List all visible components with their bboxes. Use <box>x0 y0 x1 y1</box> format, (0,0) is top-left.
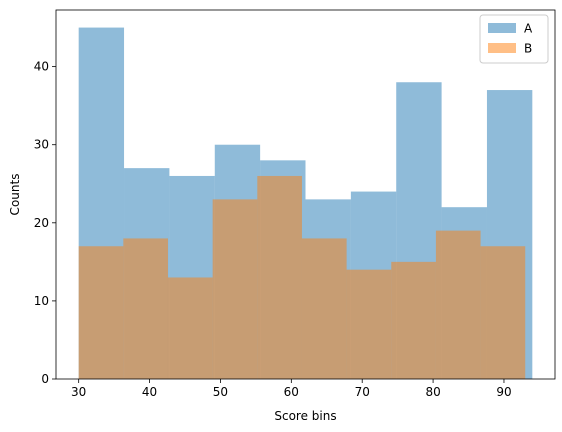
x-tick-label: 70 <box>355 385 370 399</box>
plot-frame <box>55 9 556 380</box>
y-tick-label: 0 <box>41 372 49 386</box>
bar-B-7 <box>391 261 436 379</box>
bar-B-5 <box>301 238 347 379</box>
x-tick-label: 50 <box>213 385 228 399</box>
bar-B-0 <box>78 246 124 379</box>
legend-swatch-B <box>488 43 516 53</box>
bar-B-1 <box>123 238 168 379</box>
bars-layer <box>78 27 533 380</box>
bar-B-4 <box>257 175 302 379</box>
bar-B-6 <box>346 269 392 379</box>
x-tick-label: 60 <box>284 385 299 399</box>
legend: AB <box>479 14 549 64</box>
legend-box <box>479 14 549 64</box>
y-tick-label: 40 <box>34 60 49 74</box>
x-tick-label: 80 <box>425 385 440 399</box>
legend-swatch-A <box>488 23 516 33</box>
legend-label-B: B <box>524 42 532 56</box>
x-tick-label: 40 <box>142 385 157 399</box>
y-tick-label: 10 <box>34 294 49 308</box>
x-axis-label: Score bins <box>274 409 336 423</box>
x-tick-label: 90 <box>496 385 511 399</box>
series-B <box>78 175 526 379</box>
y-tick-label: 20 <box>34 216 49 230</box>
bar-B-9 <box>480 246 526 379</box>
y-tick-label: 30 <box>34 138 49 152</box>
bar-B-2 <box>167 277 213 379</box>
ticks-layer: 30 40 50 60 70 80 90 0 10 20 30 40 <box>34 60 512 399</box>
y-axis-label: Counts <box>8 174 22 216</box>
x-tick-label: 30 <box>71 385 86 399</box>
bar-B-3 <box>212 199 258 379</box>
legend-label-A: A <box>524 22 533 36</box>
bar-B-8 <box>435 230 481 379</box>
